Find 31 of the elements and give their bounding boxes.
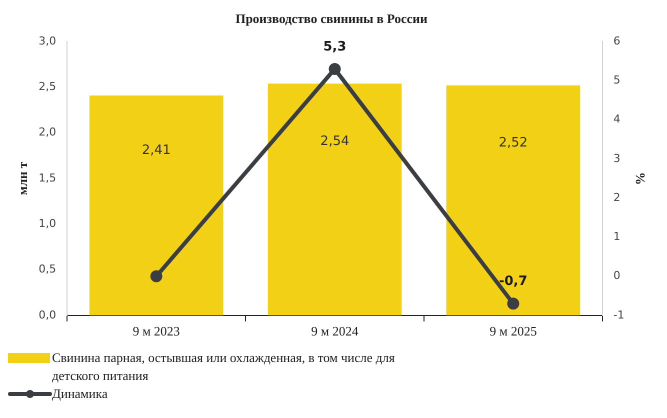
- point: [328, 62, 341, 75]
- y-tick-label: 0,5: [38, 262, 56, 276]
- x-tick-label: 9 м 2023: [132, 324, 180, 339]
- y2-tick-label: 3: [613, 152, 620, 165]
- y-tick-label: 1,0: [38, 216, 56, 230]
- y-tick-label: 1,5: [38, 171, 56, 184]
- y-tick-label: 3,0: [38, 34, 56, 48]
- y2-tick-label: 0: [613, 269, 620, 282]
- y2-tick-label: 2: [613, 190, 620, 204]
- x-tick-label: 9 м 2024: [311, 324, 359, 339]
- x-tick-label: 9 м 2025: [490, 324, 537, 339]
- y2-tick-label: 6: [613, 34, 620, 48]
- data-label: -0,7: [498, 274, 528, 290]
- y2-axis-title: %: [632, 172, 648, 185]
- y-axis-title: млн т: [15, 161, 30, 196]
- y2-tick-label: 1: [613, 230, 620, 244]
- point: [507, 298, 520, 310]
- y-tick-label: 0,0: [38, 308, 56, 322]
- y2-tick-label: -1: [613, 308, 624, 322]
- y2-tick-label: 4: [613, 112, 620, 126]
- chart-title: Производство свинины в России: [235, 11, 428, 26]
- data-label: 2,41: [142, 142, 171, 158]
- data-label: 2,52: [498, 135, 528, 150]
- y2-tick-label: 5: [613, 74, 620, 87]
- y-tick-label: 2,5: [38, 80, 56, 94]
- data-label: 5,3: [323, 39, 346, 54]
- y-tick-label: 2,0: [38, 126, 56, 139]
- legend-label: Динамика: [52, 385, 108, 403]
- legend-label: Свинина парная, остывшая или охлажденная, в том числе для детского питания: [52, 349, 396, 385]
- point: [150, 270, 162, 282]
- data-label: 2,54: [320, 134, 350, 149]
